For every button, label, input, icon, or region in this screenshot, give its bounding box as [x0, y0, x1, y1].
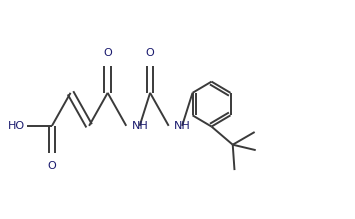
Text: O: O — [146, 48, 154, 58]
Text: HO: HO — [7, 121, 25, 131]
Text: NH: NH — [132, 121, 148, 131]
Text: O: O — [103, 48, 112, 58]
Text: O: O — [48, 161, 56, 171]
Text: NH: NH — [174, 121, 191, 131]
